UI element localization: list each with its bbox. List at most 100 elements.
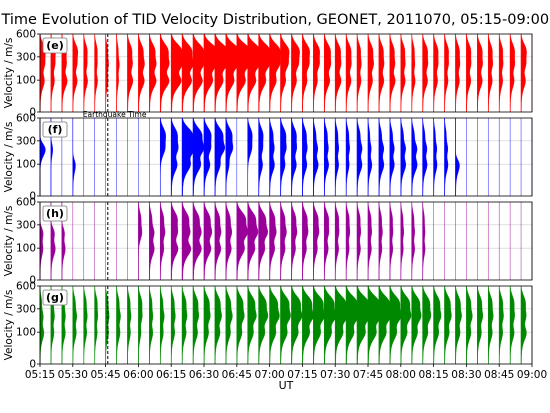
- velocity-distribution: [324, 117, 329, 197]
- velocity-distribution: [345, 201, 351, 281]
- velocity-distribution: [280, 201, 287, 281]
- velocity-distribution: [291, 285, 303, 365]
- panel-frame: [39, 201, 533, 281]
- x-tick-label: 06:00: [123, 369, 153, 381]
- x-tick-label: 07:15: [287, 369, 317, 381]
- velocity-distribution: [378, 201, 383, 281]
- y-tick-label: 600: [16, 29, 36, 41]
- velocity-distribution: [422, 33, 429, 113]
- velocity-distribution: [302, 285, 314, 365]
- velocity-distribution: [280, 33, 290, 113]
- y-axis-label: Velocity / m/s: [3, 290, 15, 361]
- velocity-distribution: [324, 33, 332, 113]
- y-tick-label: 100: [16, 243, 36, 255]
- velocity-distribution: [509, 285, 515, 365]
- velocity-distribution: [138, 33, 145, 113]
- velocity-distribution: [291, 201, 298, 281]
- velocity-distribution: [378, 117, 385, 197]
- velocity-distribution: [477, 285, 484, 365]
- y-tick-label: 0: [29, 359, 36, 371]
- velocity-distribution: [389, 285, 402, 365]
- velocity-distribution: [356, 117, 363, 197]
- panel-tag: (f): [48, 123, 63, 136]
- velocity-distribution: [324, 201, 330, 281]
- velocity-distribution: [411, 33, 416, 113]
- velocity-distribution: [356, 201, 362, 281]
- velocity-distribution: [455, 117, 460, 197]
- velocity-distribution: [83, 33, 88, 113]
- chart-title: Time Evolution of TID Velocity Distribut…: [0, 12, 550, 28]
- panel-tag-box: [42, 289, 68, 306]
- velocity-distribution: [302, 201, 309, 281]
- velocity-distribution: [389, 33, 396, 113]
- velocity-distribution: [247, 285, 257, 365]
- y-tick-label: 600: [16, 281, 36, 293]
- velocity-distribution: [422, 285, 432, 365]
- velocity-distribution: [203, 117, 212, 197]
- y-tick-label: 0: [29, 107, 36, 119]
- velocity-distribution: [422, 201, 426, 281]
- velocity-distribution: [160, 285, 165, 365]
- velocity-distribution: [488, 33, 493, 113]
- velocity-distribution: [225, 117, 234, 197]
- velocity-distribution: [488, 285, 494, 365]
- velocity-distribution: [171, 285, 176, 365]
- velocity-distribution: [269, 201, 277, 281]
- velocity-distribution: [225, 285, 233, 365]
- x-tick-label: 08:45: [484, 369, 514, 381]
- velocity-distribution: [433, 117, 438, 197]
- velocity-distribution: [149, 285, 154, 365]
- y-tick-label: 100: [16, 159, 36, 171]
- velocity-distribution: [335, 201, 340, 281]
- x-tick-label: 05:45: [90, 369, 120, 381]
- x-tick-label: 06:30: [189, 369, 219, 381]
- velocity-distribution: [313, 285, 325, 365]
- velocity-distribution: [335, 33, 342, 113]
- y-tick-label: 300: [16, 51, 36, 63]
- velocity-distribution: [280, 285, 291, 365]
- x-tick-label: 06:45: [222, 369, 252, 381]
- velocity-distribution: [258, 201, 268, 281]
- x-tick-label: 08:00: [386, 369, 416, 381]
- velocity-distribution: [171, 201, 179, 281]
- velocity-distribution: [94, 33, 98, 113]
- velocity-distribution: [411, 201, 415, 281]
- velocity-distribution: [324, 285, 337, 365]
- y-axis-label: Velocity / m/s: [3, 38, 15, 109]
- y-tick-label: 300: [16, 219, 36, 231]
- velocity-distribution: [116, 33, 120, 113]
- velocity-distribution: [203, 285, 211, 365]
- x-tick-label: 06:15: [156, 369, 186, 381]
- panel-tag: (h): [46, 207, 64, 220]
- velocity-distribution: [345, 117, 350, 197]
- x-tick-label: 09:00: [517, 369, 547, 381]
- y-tick-label: 0: [29, 275, 36, 287]
- velocity-distribution: [214, 285, 222, 365]
- velocity-distribution: [400, 285, 412, 365]
- velocity-distribution: [411, 285, 422, 365]
- velocity-distribution: [291, 33, 300, 113]
- velocity-distribution: [411, 117, 418, 197]
- velocity-distribution: [171, 33, 183, 113]
- y-tick-label: 0: [29, 191, 36, 203]
- x-tick-label: 05:15: [25, 369, 55, 381]
- y-tick-label: 100: [16, 327, 36, 339]
- x-axis-ticks: 05:15 05:30 05:45 06:00 06:15 06:30 06:45 07:00…: [25, 364, 547, 381]
- velocity-distribution: [291, 117, 297, 197]
- velocity-distribution: [192, 117, 205, 197]
- velocity-distribution: [499, 33, 504, 113]
- velocity-distribution: [214, 201, 222, 281]
- panel-frame: [39, 285, 533, 365]
- velocity-distribution: [192, 33, 205, 113]
- velocity-distribution: [72, 118, 76, 197]
- panel-tag-box: [42, 37, 68, 54]
- velocity-distribution: [258, 285, 269, 365]
- x-tick-label: 07:00: [254, 369, 284, 381]
- velocity-distribution: [335, 117, 339, 197]
- velocity-distribution: [280, 117, 287, 197]
- panel-frame: [39, 33, 533, 113]
